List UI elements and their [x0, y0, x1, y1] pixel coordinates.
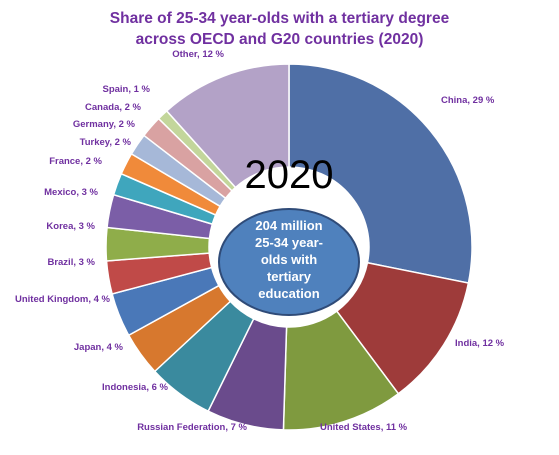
- label-mexico: Mexico, 3 %: [44, 187, 98, 198]
- center-text-line: tertiary: [267, 269, 312, 284]
- label-russian-federation: Russian Federation, 7 %: [137, 422, 247, 433]
- center-year-label: 2020: [245, 153, 334, 197]
- label-indonesia: Indonesia, 6 %: [102, 382, 169, 393]
- center-text-line: olds with: [261, 252, 317, 267]
- label-other: Other, 12 %: [172, 49, 224, 60]
- label-brazil: Brazil, 3 %: [47, 257, 95, 268]
- label-united-kingdom: United Kingdom, 4 %: [15, 294, 111, 305]
- label-japan: Japan, 4 %: [74, 342, 124, 353]
- chart-title: Share of 25-34 year-olds with a tertiary…: [0, 8, 559, 50]
- label-germany: Germany, 2 %: [73, 119, 136, 130]
- slice-labels: China, 29 % India, 12 % United States, 11 …: [15, 49, 505, 433]
- label-turkey: Turkey, 2 %: [80, 137, 132, 148]
- label-spain: Spain, 1 %: [102, 84, 150, 95]
- center-text-line: education: [258, 286, 319, 301]
- label-korea: Korea, 3 %: [46, 221, 95, 232]
- label-united-states: United States, 11 %: [320, 422, 408, 433]
- center-text-line: 204 million: [255, 218, 322, 233]
- label-india: India, 12 %: [455, 338, 505, 349]
- slice-china: [288, 63, 473, 284]
- label-france: France, 2 %: [49, 156, 102, 167]
- center-text-line: 25-34 year-: [255, 235, 323, 250]
- chart-title-line-1: Share of 25-34 year-olds with a tertiary…: [109, 10, 450, 27]
- label-china: China, 29 %: [441, 95, 495, 106]
- label-canada: Canada, 2 %: [85, 102, 142, 113]
- center-bubble-text: 204 million 25-34 year-olds with tertiary e…: [255, 218, 323, 301]
- chart-title-line-2: across OECD and G20 countries (2020): [135, 31, 424, 48]
- center-bubble: [218, 208, 360, 316]
